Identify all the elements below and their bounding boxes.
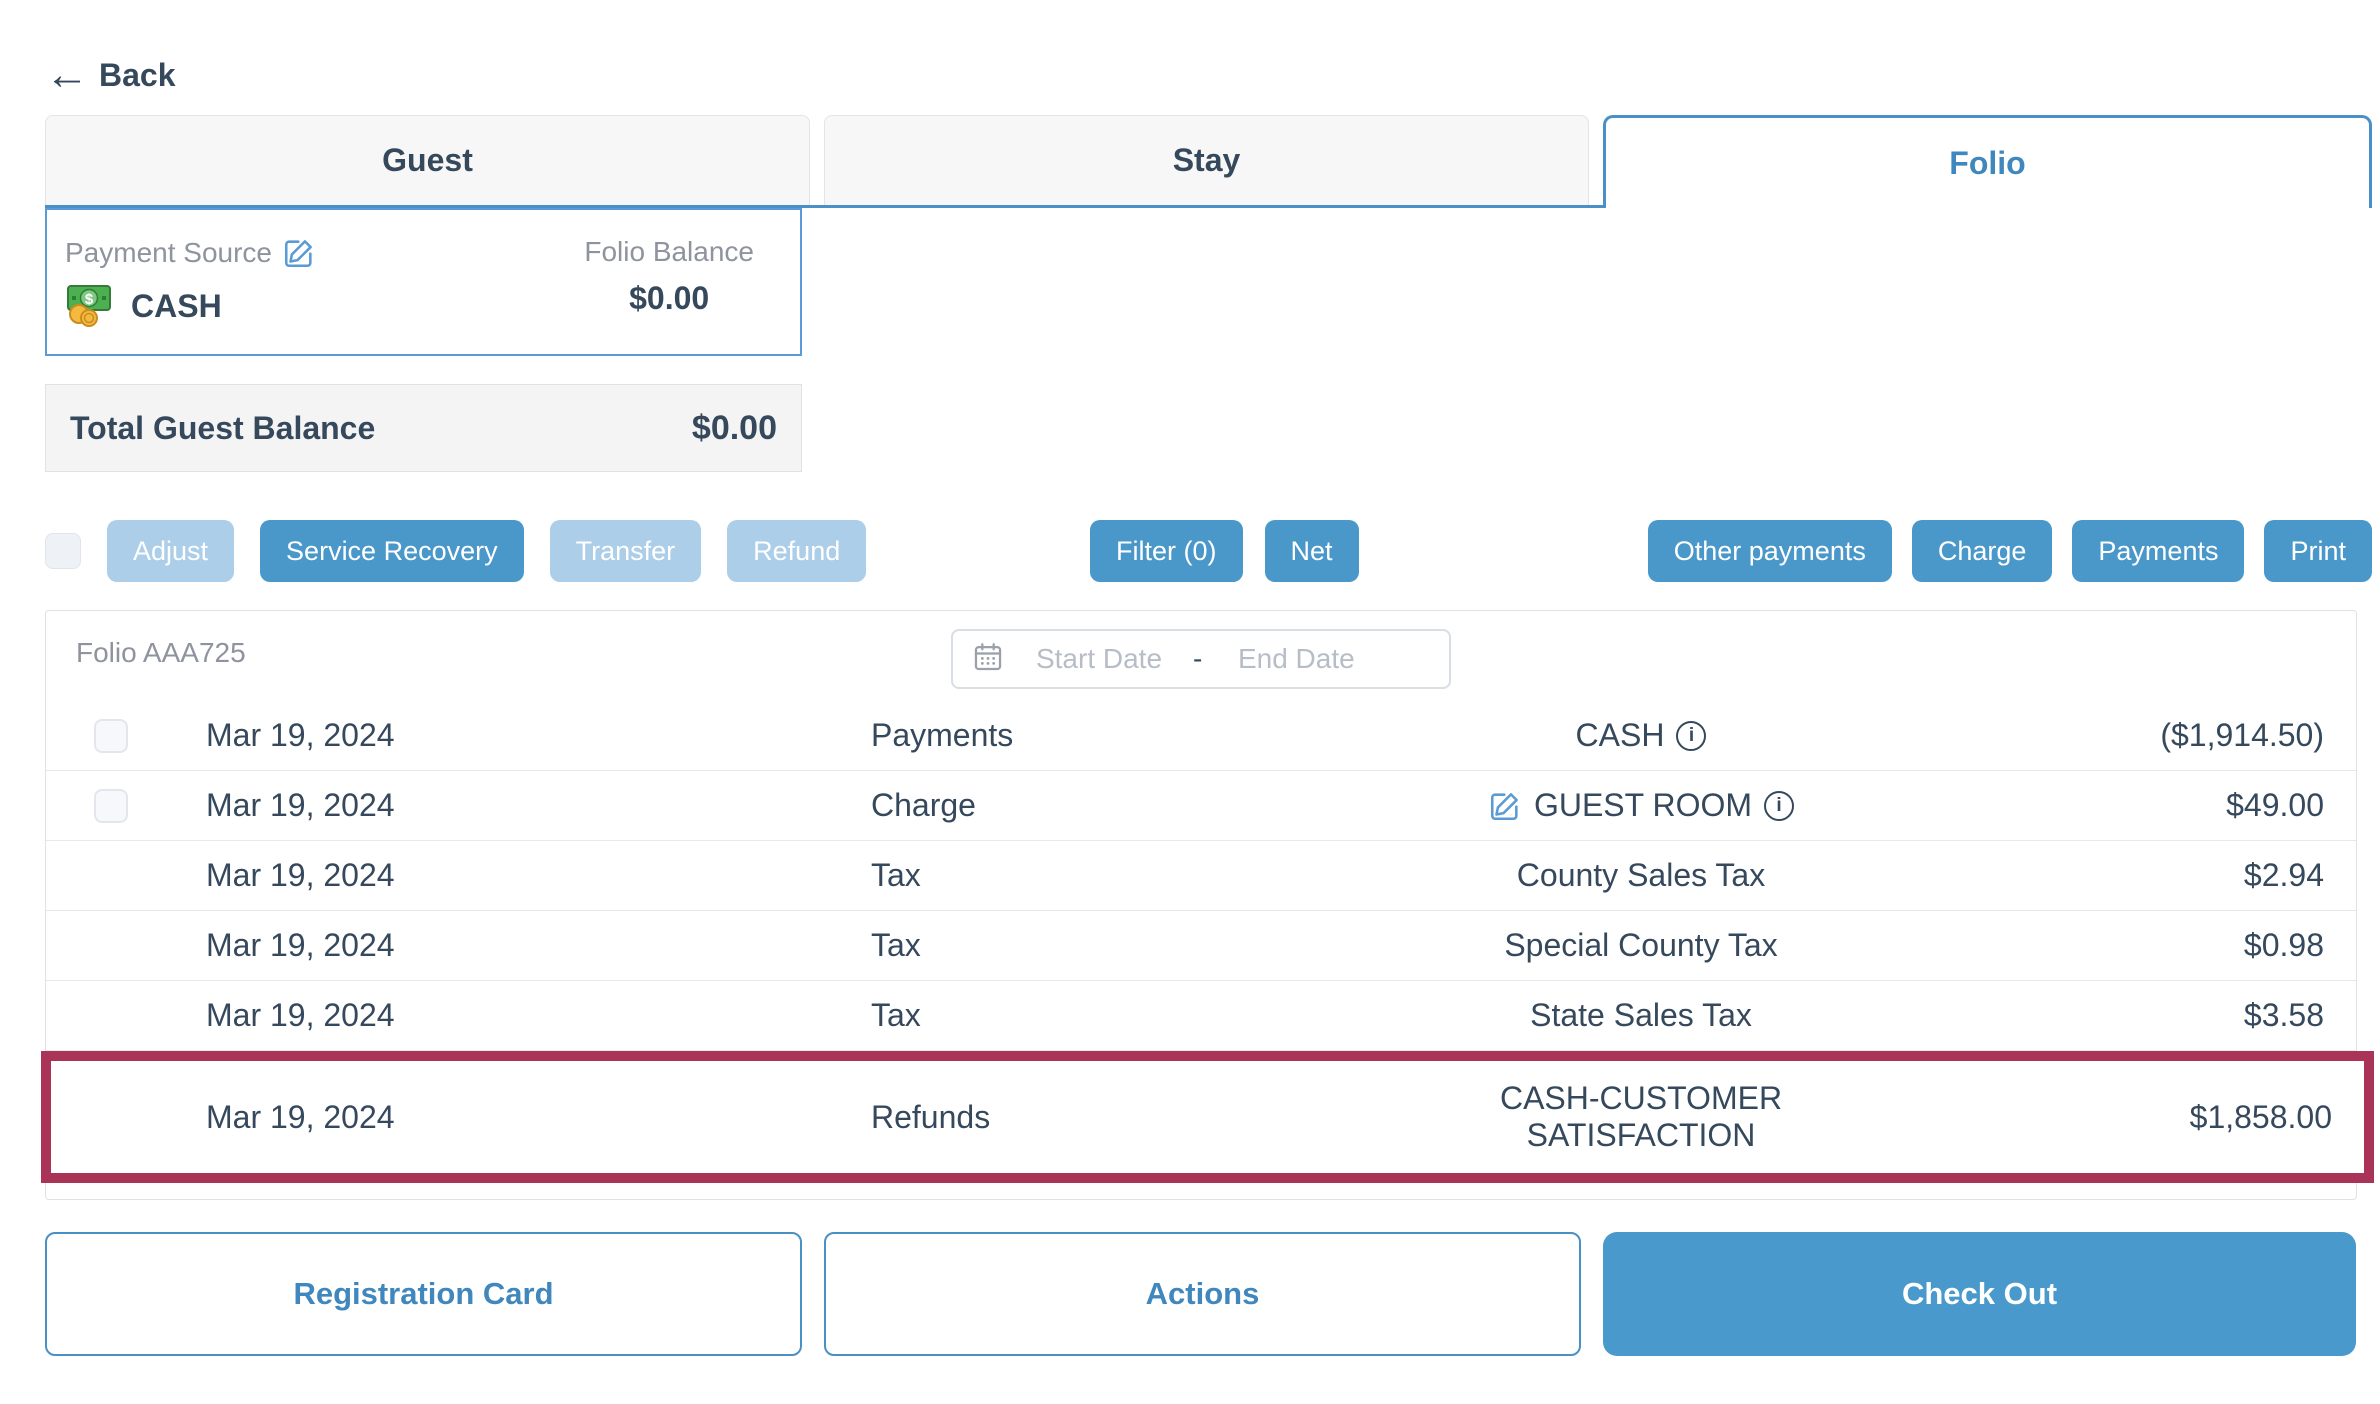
date-separator: -	[1193, 643, 1203, 674]
row-type: Payments	[871, 717, 1014, 753]
payments-button[interactable]: Payments	[2072, 520, 2245, 582]
charge-button[interactable]: Charge	[1911, 520, 2053, 582]
date-range-picker[interactable]: -	[951, 629, 1451, 689]
other-payments-button[interactable]: Other payments	[1647, 520, 1892, 582]
adjust-button[interactable]: Adjust	[107, 520, 235, 582]
tab-stay[interactable]: Stay	[824, 115, 1589, 205]
back-link[interactable]: ← Back	[45, 50, 195, 99]
row-type: Refunds	[871, 1098, 991, 1135]
edit-charge-icon[interactable]	[1488, 789, 1522, 823]
payment-source-card: Payment Source $	[45, 208, 802, 356]
print-button[interactable]: Print	[2264, 520, 2372, 582]
edit-payment-source-icon[interactable]	[282, 236, 316, 270]
row-checkbox[interactable]	[94, 788, 128, 823]
net-button[interactable]: Net	[1264, 520, 1359, 582]
info-icon[interactable]: i	[1764, 790, 1795, 821]
row-date: Mar 19, 2024	[206, 1098, 395, 1135]
row-date: Mar 19, 2024	[206, 717, 395, 753]
row-amount: $0.98	[2243, 927, 2324, 963]
row-date: Mar 19, 2024	[206, 857, 395, 893]
total-guest-balance-value: $0.00	[691, 408, 777, 447]
row-checkbox[interactable]	[94, 718, 128, 753]
row-description: CASH	[1575, 717, 1665, 753]
row-description: Special County Tax	[1504, 927, 1778, 963]
end-date-input[interactable]	[1216, 643, 1377, 675]
row-description: CASH-CUSTOMER SATISFACTION	[1499, 1080, 1783, 1153]
payment-method-value: CASH	[131, 288, 222, 324]
check-out-button[interactable]: Check Out	[1603, 1232, 2356, 1356]
folio-title: Folio AAA725	[76, 637, 246, 668]
total-guest-balance: Total Guest Balance $0.00	[45, 384, 802, 472]
payment-source-label: Payment Source	[65, 237, 272, 268]
filter-button[interactable]: Filter (0)	[1090, 520, 1243, 582]
tab-bar: Guest Stay Folio	[45, 115, 2372, 208]
cash-money-icon: $	[65, 280, 117, 333]
table-row-tax-county: Mar 19, 2024 Tax County Sales Tax $2.94	[46, 841, 2356, 911]
service-recovery-button[interactable]: Service Recovery	[260, 520, 524, 582]
row-amount: ($1,914.50)	[2160, 717, 2324, 753]
refund-button[interactable]: Refund	[727, 520, 867, 582]
row-date: Mar 19, 2024	[206, 997, 395, 1033]
registration-card-button[interactable]: Registration Card	[45, 1232, 802, 1356]
row-description: County Sales Tax	[1516, 857, 1766, 893]
tab-folio-label: Folio	[1949, 144, 2026, 181]
row-type: Tax	[871, 927, 921, 963]
row-type: Charge	[871, 787, 976, 823]
row-date: Mar 19, 2024	[206, 787, 395, 823]
folio-balance-value: $0.00	[629, 280, 710, 316]
calendar-icon	[971, 640, 1005, 679]
back-arrow-icon: ←	[45, 50, 89, 99]
info-icon[interactable]: i	[1676, 720, 1707, 751]
row-amount: $1,858.00	[2189, 1098, 2332, 1135]
tab-stay-label: Stay	[1172, 142, 1241, 178]
folio-table-card: Folio AAA725 -	[41, 610, 2374, 1200]
tab-folio[interactable]: Folio	[1603, 115, 2372, 208]
table-row-charge: Mar 19, 2024 Charge GUEST ROOM i $49.00	[46, 771, 2356, 841]
table-row-refund-highlighted: Mar 19, 2024 Refunds CASH-CUSTOMER SATIS…	[41, 1051, 2374, 1183]
transfer-button[interactable]: Transfer	[549, 520, 702, 582]
actions-button[interactable]: Actions	[824, 1232, 1581, 1356]
row-type: Tax	[871, 857, 921, 893]
footer-actions: Registration Card Actions Check Out	[45, 1232, 2356, 1356]
tab-guest[interactable]: Guest	[45, 115, 810, 205]
folio-balance-label: Folio Balance	[584, 236, 754, 267]
total-guest-balance-label: Total Guest Balance	[70, 409, 376, 446]
select-all-checkbox[interactable]	[45, 533, 81, 569]
row-amount: $3.58	[2243, 997, 2324, 1033]
row-amount: $49.00	[2226, 787, 2324, 823]
start-date-input[interactable]	[1019, 643, 1179, 675]
row-description: GUEST ROOM	[1533, 787, 1753, 823]
folio-toolbar: Adjust Service Recovery Transfer Refund …	[45, 520, 2372, 582]
table-row-tax-state: Mar 19, 2024 Tax State Sales Tax $3.58	[46, 981, 2356, 1051]
svg-text:$: $	[85, 291, 94, 308]
table-row-tax-special: Mar 19, 2024 Tax Special County Tax $0.9…	[46, 911, 2356, 981]
back-label: Back	[99, 56, 176, 93]
tab-guest-label: Guest	[382, 142, 473, 178]
row-date: Mar 19, 2024	[206, 927, 395, 963]
table-row-payments: Mar 19, 2024 Payments CASH i ($1,914.50)	[46, 701, 2356, 771]
row-amount: $2.94	[2243, 857, 2324, 893]
row-description: State Sales Tax	[1530, 997, 1752, 1033]
row-type: Tax	[871, 997, 921, 1033]
